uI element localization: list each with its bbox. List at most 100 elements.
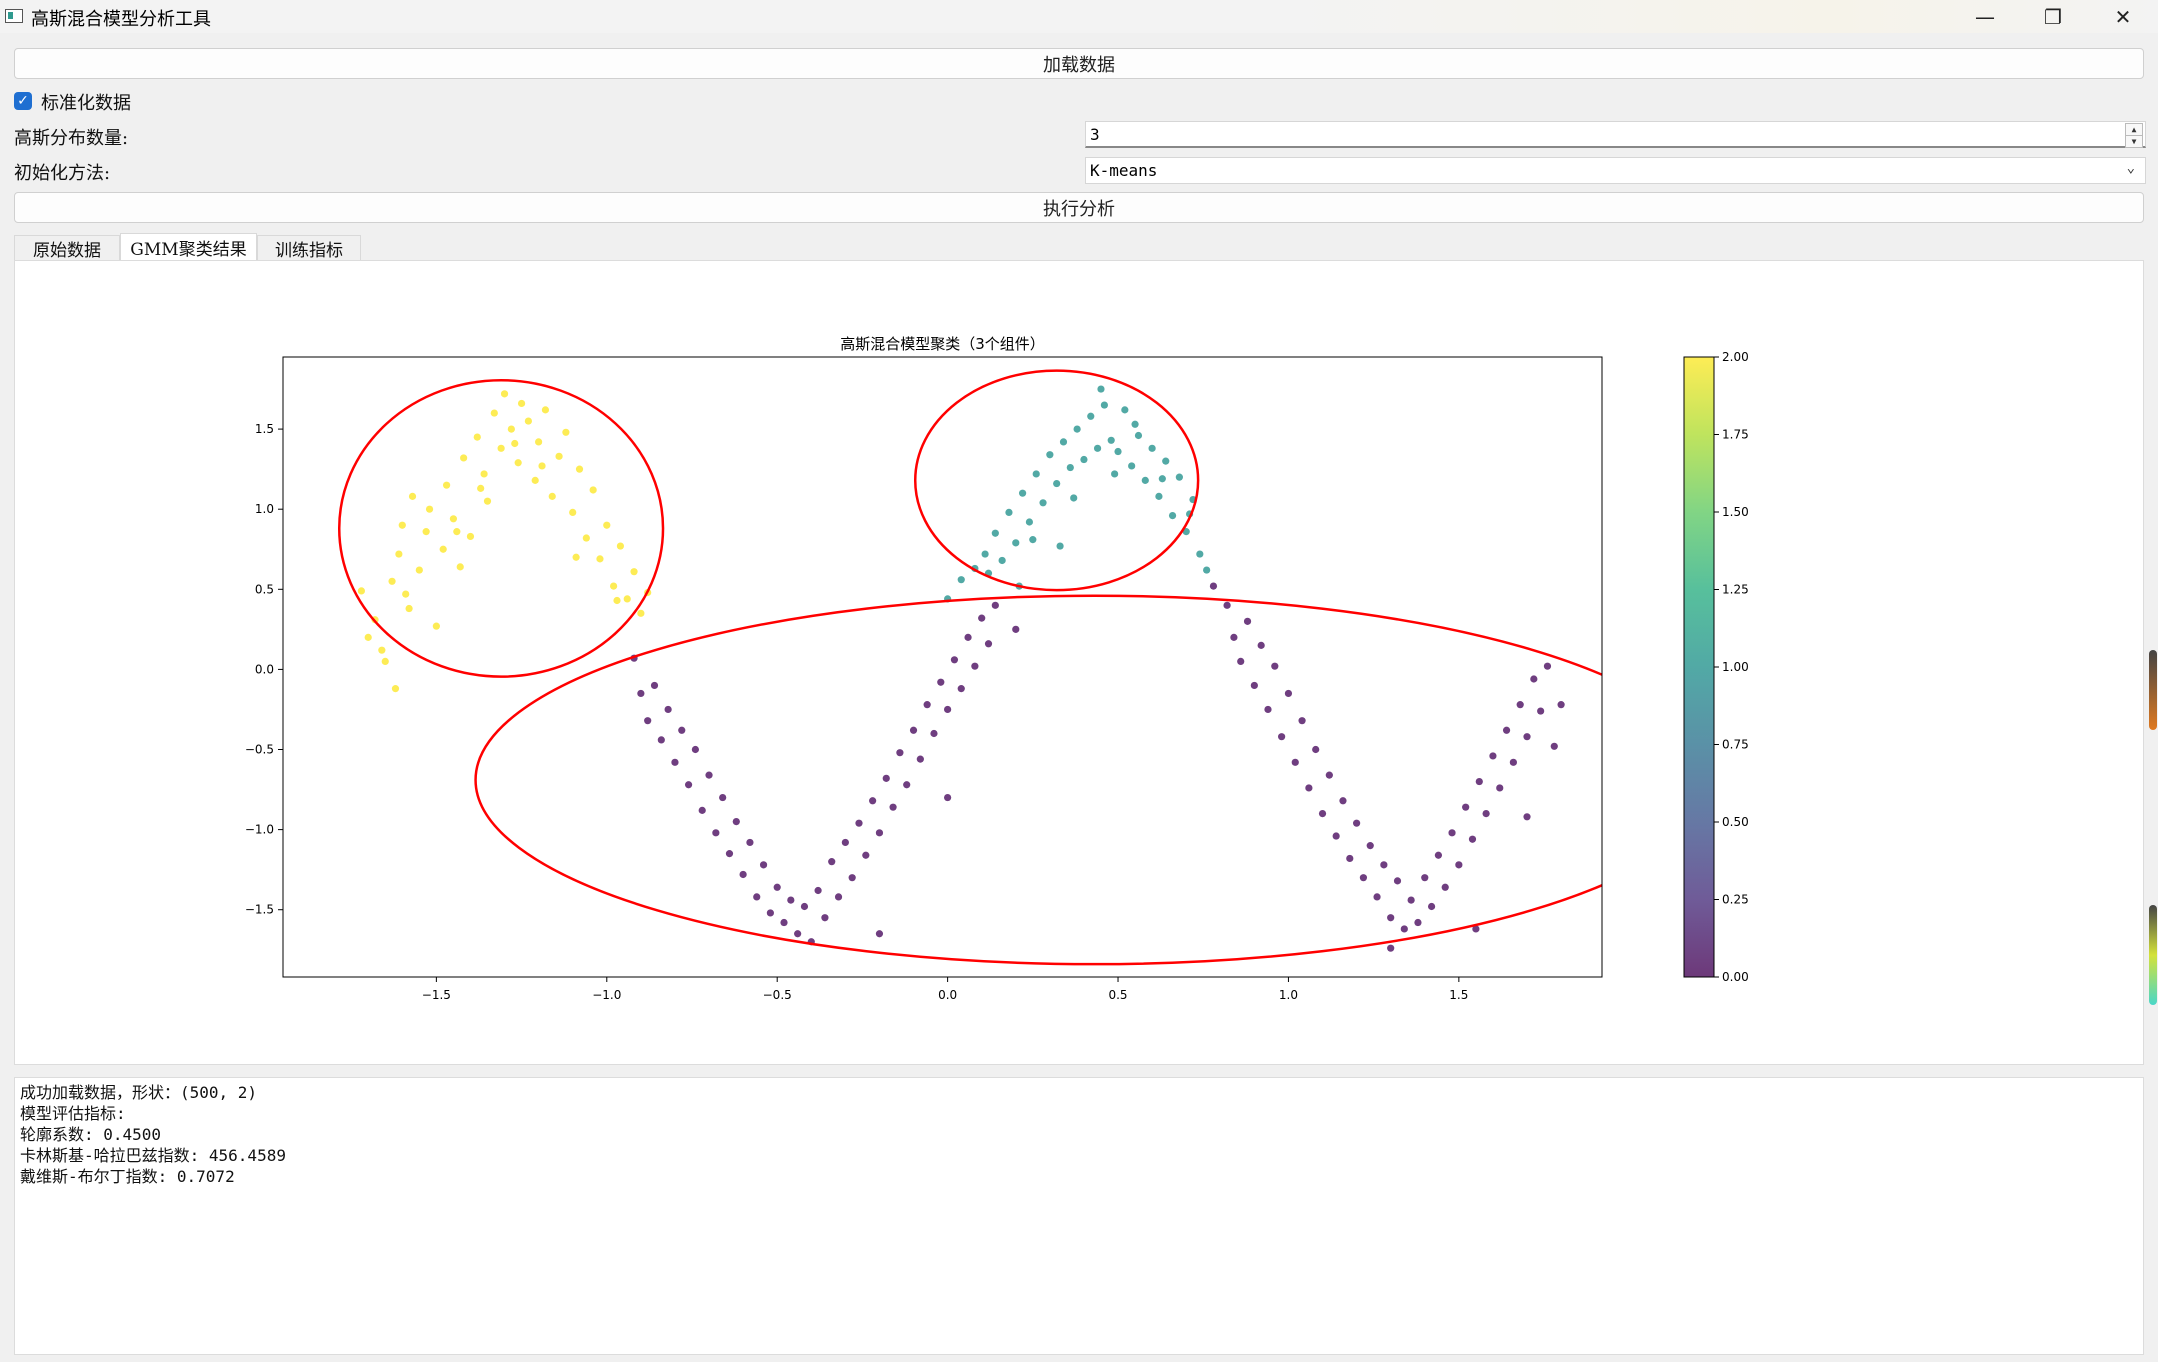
data-point-cluster-2: [524, 417, 532, 425]
colorbar-tick-label: 1.00: [1722, 660, 1749, 674]
data-point-cluster-2: [623, 595, 631, 603]
x-tick-label: 0.5: [1108, 988, 1127, 1002]
log-line: 模型评估指标:: [20, 1104, 126, 1123]
data-point-cluster-2: [466, 532, 475, 541]
data-point-cluster-0: [1509, 758, 1517, 766]
scroll-handle-lower[interactable]: [2149, 905, 2157, 1005]
run-analysis-button[interactable]: 执行分析: [14, 192, 2144, 223]
data-point-cluster-0: [650, 681, 659, 690]
data-point-cluster-2: [596, 555, 604, 563]
init-method-select[interactable]: K-means ⌄: [1085, 157, 2146, 184]
data-point-cluster-0: [1530, 675, 1538, 683]
data-point-cluster-1: [1066, 463, 1074, 472]
tab-gmm-results[interactable]: GMM聚类结果: [120, 233, 257, 261]
data-point-cluster-0: [1489, 752, 1497, 760]
minimize-button[interactable]: —: [1950, 0, 2020, 33]
data-point-cluster-0: [664, 705, 672, 714]
data-point-cluster-1: [1029, 536, 1037, 544]
data-point-cluster-1: [1168, 512, 1177, 520]
maximize-button[interactable]: ❐: [2018, 0, 2088, 33]
n-components-spinbox[interactable]: 3 ▲ ▼: [1085, 121, 2146, 148]
y-tick-label: 0.0: [255, 662, 274, 676]
tab-raw-data[interactable]: 原始数据: [14, 235, 120, 261]
data-point-cluster-2: [610, 582, 618, 590]
data-point-cluster-0: [1387, 914, 1395, 922]
data-point-cluster-0: [875, 829, 884, 837]
standardize-checkbox[interactable]: ✓: [14, 92, 32, 110]
data-point-cluster-2: [388, 577, 396, 585]
data-point-cluster-2: [477, 484, 485, 492]
data-point-cluster-0: [698, 806, 706, 814]
chevron-down-icon: ⌄: [2126, 160, 2135, 176]
log-output: 成功加载数据，形状：(500, 2) 模型评估指标: 轮廓系数: 0.4500 …: [14, 1077, 2144, 1355]
data-point-cluster-0: [671, 758, 679, 766]
data-point-cluster-0: [1421, 874, 1429, 882]
data-point-cluster-1: [1056, 542, 1064, 550]
data-point-cluster-0: [937, 678, 945, 686]
chart-panel: 高斯混合模型聚类（3个组件） −1.5 −1.0 −0.5 0.0 0.5 1.0 1.5 −1…: [14, 260, 2144, 1065]
colorbar-tick-label: 0.50: [1722, 815, 1749, 829]
data-point-cluster-1: [1114, 447, 1122, 456]
init-method-label: 初始化方法:: [14, 163, 111, 184]
tab-training-metrics[interactable]: 训练指标: [257, 235, 361, 261]
data-point-cluster-2: [541, 406, 550, 414]
data-point-cluster-2: [538, 462, 546, 470]
data-point-cluster-1: [998, 556, 1006, 565]
data-point-cluster-0: [1537, 707, 1545, 715]
app-icon: [5, 9, 23, 23]
data-point-cluster-2: [442, 481, 451, 489]
data-point-cluster-0: [780, 918, 788, 927]
data-point-cluster-0: [1543, 662, 1552, 670]
data-point-cluster-0: [732, 817, 740, 826]
data-point-cluster-0: [1472, 925, 1480, 933]
data-point-cluster-0: [657, 736, 665, 744]
data-point-cluster-0: [1516, 701, 1524, 709]
data-point-cluster-1: [1162, 457, 1170, 465]
data-point-cluster-0: [684, 781, 693, 789]
close-button[interactable]: ✕: [2088, 0, 2158, 33]
data-point-cluster-0: [1264, 705, 1272, 714]
data-point-cluster-1: [1018, 489, 1027, 497]
data-point-cluster-0: [794, 930, 802, 938]
data-point-cluster-0: [875, 930, 884, 938]
data-point-cluster-0: [1230, 633, 1238, 641]
data-point-cluster-0: [766, 909, 774, 917]
data-point-cluster-2: [480, 470, 488, 478]
data-point-cluster-2: [395, 550, 403, 558]
data-point-cluster-2: [405, 604, 413, 613]
data-point-cluster-0: [1257, 641, 1265, 649]
x-tick-label: 0.0: [938, 988, 957, 1002]
data-point-cluster-0: [1366, 842, 1374, 850]
data-point-cluster-1: [1046, 451, 1054, 459]
data-point-cluster-0: [855, 819, 863, 827]
x-tick-label: −1.0: [592, 988, 621, 1002]
data-point-cluster-0: [984, 640, 993, 648]
x-tick-label: −1.5: [422, 988, 451, 1002]
data-point-cluster-0: [862, 851, 870, 859]
load-data-button[interactable]: 加载数据: [14, 48, 2144, 79]
colorbar: [1683, 356, 1715, 978]
data-point-cluster-2: [589, 486, 597, 494]
data-point-cluster-2: [531, 476, 539, 484]
data-point-cluster-0: [1291, 758, 1299, 766]
data-point-cluster-0: [678, 726, 686, 734]
data-point-cluster-1: [1070, 494, 1078, 502]
data-point-cluster-2: [630, 568, 638, 576]
data-point-cluster-0: [869, 797, 877, 805]
data-point-cluster-0: [1209, 582, 1218, 590]
data-point-cluster-0: [1448, 829, 1456, 837]
spin-down-button[interactable]: ▼: [2125, 135, 2143, 148]
data-point-cluster-0: [814, 886, 822, 895]
y-tick-label: 0.5: [255, 582, 274, 596]
data-point-cluster-0: [1475, 777, 1483, 786]
data-point-cluster-1: [991, 529, 999, 537]
data-point-cluster-1: [1053, 479, 1061, 488]
data-point-cluster-2: [569, 508, 577, 517]
data-point-cluster-0: [1482, 809, 1490, 818]
data-point-cluster-2: [422, 528, 430, 536]
colorbar-tick-label: 0.75: [1722, 738, 1749, 752]
scroll-handle-upper[interactable]: [2149, 650, 2157, 730]
colorbar-tick-label: 2.00: [1722, 350, 1749, 364]
data-point-cluster-2: [381, 657, 389, 665]
data-point-cluster-2: [456, 563, 464, 571]
